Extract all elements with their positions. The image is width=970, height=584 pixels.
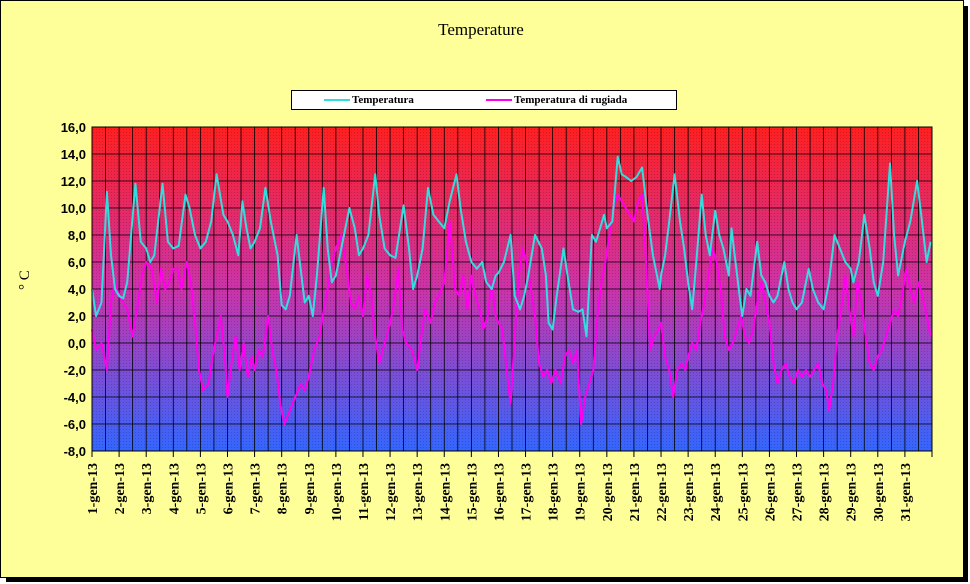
plot-border: [91, 126, 933, 452]
y-tick-label: 4,0: [68, 282, 86, 297]
y-tick-label: -4,0: [64, 390, 86, 405]
y-tick-label: 14,0: [61, 147, 86, 162]
x-tick-label: 26-gen-13: [763, 463, 778, 521]
x-tick-label: 7-gen-13: [249, 463, 264, 514]
series-line-temperatura: [91, 155, 932, 338]
chart-title: Temperature: [438, 20, 524, 39]
x-tick-label: 16-gen-13: [492, 463, 507, 521]
x-tick-label: 14-gen-13: [438, 463, 453, 521]
legend-swatch-rugiada: [486, 99, 512, 101]
y-tick-label: -8,0: [64, 444, 86, 459]
x-tick-label: 23-gen-13: [682, 463, 697, 521]
series-lines: [91, 155, 932, 425]
x-tick-label: 2-gen-13: [113, 463, 128, 514]
x-tick-label: 4-gen-13: [167, 463, 182, 514]
x-tick-label: 9-gen-13: [303, 463, 318, 514]
y-tick-label: 6,0: [68, 255, 86, 270]
x-tick-label: 27-gen-13: [791, 463, 806, 521]
y-tick-label: 10,0: [61, 201, 86, 216]
y-tick-label: 12,0: [61, 174, 86, 189]
x-tick-label: 25-gen-13: [736, 463, 751, 521]
legend: Temperatura Temperatura di rugiada: [291, 90, 677, 110]
x-tick-label: 18-gen-13: [547, 463, 562, 521]
x-tick-label: 30-gen-13: [872, 463, 887, 521]
x-tick-labels: 1-gen-13 2-gen-13 3-gen-13 4-gen-13 5-gen-13…: [86, 463, 914, 521]
frame-shadow-right: [963, 6, 968, 581]
legend-swatch-temperatura: [324, 99, 350, 101]
legend-label-rugiada: Temperatura di rugiada: [514, 94, 628, 106]
x-tick-label: 28-gen-13: [818, 463, 833, 521]
x-tick-label: 15-gen-13: [465, 463, 480, 521]
y-tick-label: 2,0: [68, 309, 86, 324]
x-tick-label: 17-gen-13: [520, 463, 535, 521]
y-tick-label: 16,0: [61, 120, 86, 135]
y-tick-label: 0,0: [68, 336, 86, 351]
x-tick-label: 8-gen-13: [276, 463, 291, 514]
y-tick-label: -6,0: [64, 417, 86, 432]
x-tick-label: 31-gen-13: [899, 463, 914, 521]
series-line-rugiada: [91, 193, 932, 425]
y-tick-label: 8,0: [68, 228, 86, 243]
y-tick-label: -2,0: [64, 363, 86, 378]
x-tick-label: 5-gen-13: [194, 463, 209, 514]
x-tick-label: 19-gen-13: [574, 463, 589, 521]
x-tick-label: 6-gen-13: [221, 463, 236, 514]
x-tick-label: 13-gen-13: [411, 463, 426, 521]
x-tick-label: 20-gen-13: [601, 463, 616, 521]
x-tick-label: 1-gen-13: [86, 463, 101, 514]
x-tick-label: 10-gen-13: [330, 463, 345, 521]
x-tick-label: 11-gen-13: [357, 463, 372, 521]
x-tick-label: 29-gen-13: [845, 463, 860, 521]
y-tick-labels: 16,0 14,0 12,0 10,0 8,0 6,0 4,0 2,0 0,0 -2,0 -4,0 -…: [61, 120, 86, 459]
x-tick-label: 3-gen-13: [140, 463, 155, 514]
x-tick-label: 12-gen-13: [384, 463, 399, 521]
frame-shadow-bottom: [6, 577, 968, 582]
legend-label-temperatura: Temperatura: [352, 94, 414, 106]
x-tick-label: 24-gen-13: [709, 463, 724, 521]
x-tick-label: 22-gen-13: [655, 463, 670, 521]
x-tick-label: 21-gen-13: [628, 463, 643, 521]
